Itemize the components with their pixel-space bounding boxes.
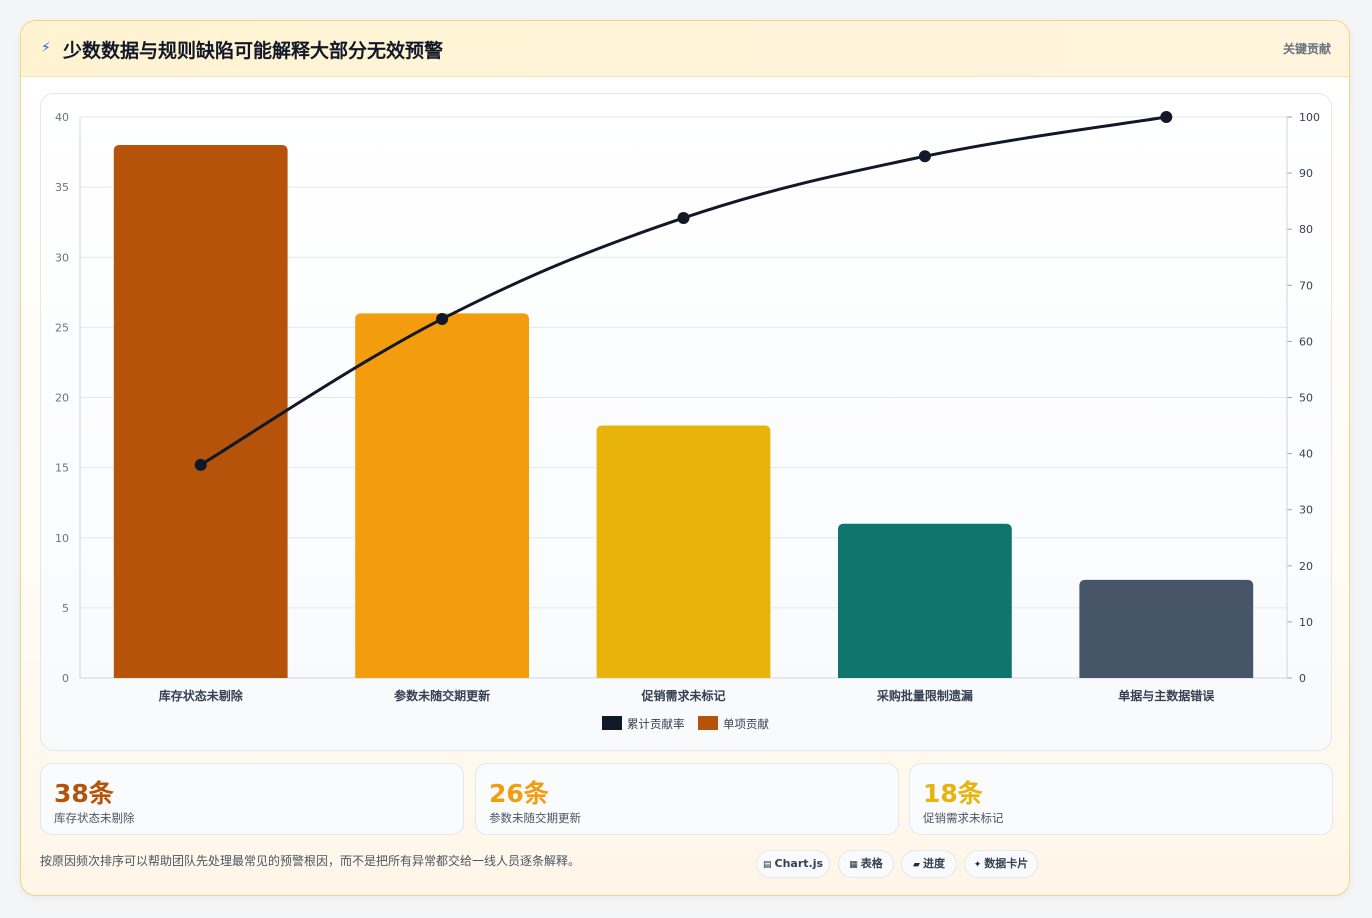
y-tick-right: 50 xyxy=(1299,392,1313,405)
cumulative-point-2 xyxy=(436,312,449,325)
x-tick-label: 促销需求未标记 xyxy=(640,688,725,703)
y-tick-right: 0 xyxy=(1299,672,1306,685)
stat-label: 参数未随交期更新 xyxy=(489,811,581,825)
progress-icon: ▰ xyxy=(913,860,920,870)
legend-label: 累计贡献率 xyxy=(627,717,685,731)
y-tick-left: 20 xyxy=(55,392,69,405)
y-tick-left: 5 xyxy=(62,602,69,615)
y-tick-right: 90 xyxy=(1299,167,1313,180)
y-tick-right: 40 xyxy=(1299,448,1313,461)
y-tick-right: 60 xyxy=(1299,335,1313,348)
cumulative-point-4 xyxy=(918,150,931,163)
pill-label: Chart.js xyxy=(774,857,824,870)
y-tick-left: 0 xyxy=(62,672,69,685)
pill-table[interactable]: ▦ 表格 xyxy=(838,850,894,878)
card: ⚡ 少数数据与规则缺陷可能解释大部分无效预警 关键贡献 0 5 10 15 20 25 30… xyxy=(20,20,1350,896)
stat-card-3: 18条 促销需求未标记 xyxy=(909,763,1333,835)
y-tick-right: 80 xyxy=(1299,223,1313,236)
stat-label: 库存状态未剔除 xyxy=(54,811,135,825)
lightning-icon: ⚡ xyxy=(41,40,51,56)
chart-canvas: 0 5 10 15 20 25 30 35 40 0 10 20 30 40 50 60 70 80 90 100 库存… xyxy=(55,111,1320,731)
legend-swatch xyxy=(602,716,622,730)
bar-2 xyxy=(355,313,530,678)
bar-1 xyxy=(113,145,288,679)
cumulative-point-1 xyxy=(194,458,207,471)
y-tick-right: 10 xyxy=(1299,616,1313,629)
bar-4 xyxy=(837,523,1012,678)
pill-data-card[interactable]: ✦ 数据卡片 xyxy=(964,850,1038,878)
cumulative-point-5 xyxy=(1160,111,1173,123)
y-tick-right: 70 xyxy=(1299,279,1313,292)
chart-icon: ▤ xyxy=(762,860,772,870)
stat-value: 38条 xyxy=(54,779,114,808)
stat-value: 18条 xyxy=(923,779,983,808)
footnote: 按原因频次排序可以帮助团队先处理最常见的预警根因，而不是把所有异常都交给一线人员… xyxy=(40,854,581,868)
pill-label: 数据卡片 xyxy=(984,857,1029,870)
header-tag: 关键贡献 xyxy=(1282,42,1331,56)
pill-label: 表格 xyxy=(860,857,883,870)
pareto-chart: 0 5 10 15 20 25 30 35 40 0 10 20 30 40 50 60 70 80 90 100 库存… xyxy=(40,93,1332,751)
card-title: 少数数据与规则缺陷可能解释大部分无效预警 xyxy=(63,40,444,62)
y-tick-left: 35 xyxy=(55,181,69,194)
x-tick-label: 采购批量限制遗漏 xyxy=(876,688,973,703)
x-tick-label: 单据与主数据错误 xyxy=(1118,688,1215,703)
table-icon: ▦ xyxy=(849,860,858,870)
stat-card-1: 38条 库存状态未剔除 xyxy=(40,763,464,835)
x-tick-label: 参数未随交期更新 xyxy=(394,688,490,703)
y-tick-right: 100 xyxy=(1299,111,1320,124)
y-tick-left: 15 xyxy=(55,462,69,475)
y-tick-left: 25 xyxy=(55,321,69,334)
pill-progress[interactable]: ▰ 进度 xyxy=(901,850,957,878)
stat-card-2: 26条 参数未随交期更新 xyxy=(475,763,899,835)
bar-3 xyxy=(596,425,771,678)
y-tick-left: 30 xyxy=(55,251,69,264)
card-header: ⚡ 少数数据与规则缺陷可能解释大部分无效预警 关键贡献 xyxy=(21,21,1349,77)
legend-swatch xyxy=(698,716,718,730)
y-tick-right: 30 xyxy=(1299,504,1313,517)
pill-label: 进度 xyxy=(922,857,945,870)
cumulative-point-3 xyxy=(677,211,690,224)
stat-value: 26条 xyxy=(489,779,549,808)
pill-chartjs[interactable]: ▤ Chart.js xyxy=(756,850,830,878)
y-tick-left: 40 xyxy=(55,111,69,124)
cumulative-line xyxy=(199,115,1167,467)
y-tick-left: 10 xyxy=(55,532,69,545)
sparkle-icon: ✦ xyxy=(973,860,982,870)
stat-label: 促销需求未标记 xyxy=(923,811,1004,825)
y-tick-right: 20 xyxy=(1299,560,1313,573)
bar-5 xyxy=(1079,579,1254,678)
x-tick-label: 库存状态未剔除 xyxy=(159,688,244,703)
legend-label: 单项贡献 xyxy=(723,717,769,731)
